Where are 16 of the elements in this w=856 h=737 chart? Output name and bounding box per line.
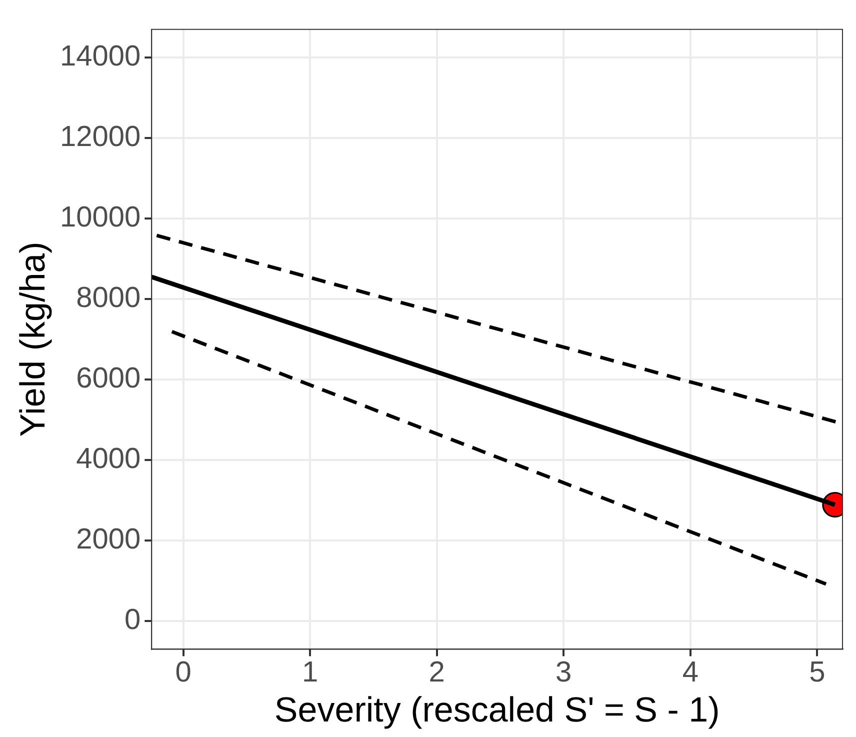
x-tick-label: 4 — [682, 656, 698, 689]
y-tick-label: 2000 — [76, 524, 141, 556]
y-tick-label: 8000 — [76, 282, 141, 314]
x-axis-title: Severity (rescaled S' = S - 1) — [274, 690, 720, 730]
y-tick-label: 6000 — [76, 362, 141, 395]
x-tick-label: 3 — [556, 656, 572, 689]
y-tick-label: 0 — [124, 604, 141, 636]
y-tick-label: 10000 — [60, 202, 141, 234]
y-tick-label: 12000 — [60, 121, 141, 154]
x-tick-label: 2 — [428, 656, 445, 689]
x-tick-label: 1 — [302, 656, 318, 689]
x-tick-label: 0 — [175, 656, 192, 689]
y-tick-label: 4000 — [76, 443, 141, 476]
y-axis-title: Yield (kg/ha) — [14, 242, 53, 437]
x-tick-label: 5 — [809, 656, 826, 689]
y-tick-label: 14000 — [60, 40, 141, 73]
